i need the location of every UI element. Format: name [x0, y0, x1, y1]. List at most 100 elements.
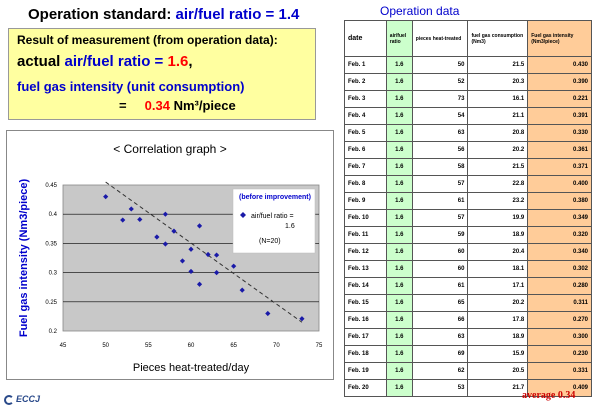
cell-intensity: 0.400: [527, 175, 592, 193]
cell-ratio: 1.6: [385, 294, 413, 312]
cell-date: Feb. 1: [344, 56, 387, 74]
table-row: Feb. 19 1.6 62 20.5 0.331: [344, 362, 592, 380]
cell-ratio: 1.6: [385, 311, 413, 329]
cell-ratio: 1.6: [385, 209, 413, 227]
table-title: Operation data: [380, 4, 460, 18]
cell-intensity: 0.302: [527, 260, 592, 278]
header-pieces: pieces heat-treated: [411, 20, 469, 57]
cell-date: Feb. 11: [344, 226, 387, 244]
y-tick-label: 0.4: [49, 212, 58, 218]
cell-ratio: 1.6: [385, 379, 413, 397]
cell-date: Feb. 20: [344, 379, 387, 397]
cell-pieces: 54: [411, 107, 469, 125]
cell-ratio: 1.6: [385, 226, 413, 244]
legend-entry: air/fuel ratio = 1.6: [251, 213, 295, 230]
table-row: Feb. 7 1.6 58 21.5 0.371: [344, 158, 592, 176]
table-row: Feb. 11 1.6 59 18.9 0.320: [344, 226, 592, 244]
x-tick-label: 65: [230, 343, 237, 349]
operation-standard-value: air/fuel ratio = 1.4: [175, 6, 300, 23]
cell-pieces: 57: [411, 209, 469, 227]
cell-gas: 17.1: [467, 277, 529, 295]
table-row: Feb. 1 1.6 50 21.5 0.430: [344, 56, 592, 74]
header-gas: fuel gas consumption (Nm3): [467, 20, 529, 57]
eccj-logo-text: ECCJ: [16, 394, 41, 404]
cell-date: Feb. 15: [344, 294, 387, 312]
chart-title: < Correlation graph >: [113, 142, 226, 156]
intensity-unit: Nm³/piece: [173, 98, 236, 113]
table-row: Feb. 12 1.6 60 20.4 0.340: [344, 243, 592, 261]
cell-date: Feb. 2: [344, 73, 387, 91]
cell-pieces: 52: [411, 73, 469, 91]
cell-intensity: 0.330: [527, 124, 592, 142]
cell-date: Feb. 19: [344, 362, 387, 380]
table-row: Feb. 17 1.6 63 18.9 0.300: [344, 328, 592, 346]
cell-intensity: 0.391: [527, 107, 592, 125]
cell-gas: 20.5: [467, 362, 529, 380]
cell-date: Feb. 16: [344, 311, 387, 329]
cell-gas: 23.2: [467, 192, 529, 210]
intensity-equals: =: [119, 98, 127, 113]
cell-gas: 17.8: [467, 311, 529, 329]
data-point: [137, 216, 143, 223]
table-row: Feb. 13 1.6 60 18.1 0.302: [344, 260, 592, 278]
cell-date: Feb. 6: [344, 141, 387, 159]
table-header-row: date air/fuel ratio pieces heat-treated …: [344, 20, 592, 57]
x-axis-label: Pieces heat-treated/day: [133, 362, 250, 374]
cell-gas: 22.8: [467, 175, 529, 193]
cell-ratio: 1.6: [385, 107, 413, 125]
table-row: Feb. 6 1.6 56 20.2 0.361: [344, 141, 592, 159]
cell-gas: 15.9: [467, 345, 529, 363]
cell-date: Feb. 13: [344, 260, 387, 278]
operation-standard: Operation standard: air/fuel ratio = 1.4: [28, 6, 299, 23]
table-row: Feb. 5 1.6 63 20.8 0.330: [344, 124, 592, 142]
x-tick-label: 50: [102, 343, 109, 349]
y-tick-label: 0.45: [45, 183, 57, 189]
actual-ratio-line: actual air/fuel ratio = 1.6,: [17, 53, 193, 70]
cell-pieces: 63: [411, 124, 469, 142]
cell-ratio: 1.6: [385, 175, 413, 193]
cell-pieces: 58: [411, 158, 469, 176]
cell-gas: 20.2: [467, 294, 529, 312]
cell-gas: 20.4: [467, 243, 529, 261]
cell-intensity: 0.340: [527, 243, 592, 261]
table-row: Feb. 16 1.6 66 17.8 0.270: [344, 311, 592, 329]
table-row: Feb. 15 1.6 65 20.2 0.311: [344, 294, 592, 312]
data-point: [120, 217, 126, 223]
cell-pieces: 60: [411, 260, 469, 278]
cell-date: Feb. 7: [344, 158, 387, 176]
legend-title: (before improvement): [239, 194, 311, 201]
data-point: [128, 206, 134, 212]
cell-ratio: 1.6: [385, 141, 413, 159]
cell-pieces: 69: [411, 345, 469, 363]
cell-ratio: 1.6: [385, 328, 413, 346]
table-row: Feb. 14 1.6 61 17.1 0.280: [344, 277, 592, 295]
cell-intensity: 0.380: [527, 192, 592, 210]
cell-ratio: 1.6: [385, 56, 413, 74]
cell-ratio: 1.6: [385, 192, 413, 210]
intensity-value: 0.34: [144, 98, 170, 113]
cell-date: Feb. 5: [344, 124, 387, 142]
cell-pieces: 65: [411, 294, 469, 312]
cell-ratio: 1.6: [385, 362, 413, 380]
cell-ratio: 1.6: [385, 277, 413, 295]
correlation-graph-panel: < Correlation graph > 0.2 0.25 0.3 0.35 0.4 0.…: [6, 130, 334, 380]
cell-intensity: 0.390: [527, 73, 592, 91]
cell-intensity: 0.430: [527, 56, 592, 74]
y-tick-label: 0.2: [49, 329, 58, 335]
cell-intensity: 0.311: [527, 294, 592, 312]
cell-gas: 18.9: [467, 226, 529, 244]
legend-marker: [240, 212, 246, 218]
cell-gas: 18.1: [467, 260, 529, 278]
eccj-logo: ECCJ: [4, 394, 40, 405]
cell-gas: 21.5: [467, 56, 529, 74]
table-row: Feb. 8 1.6 57 22.8 0.400: [344, 175, 592, 193]
data-point: [162, 211, 168, 217]
cell-ratio: 1.6: [385, 73, 413, 91]
cell-gas: 21.1: [467, 107, 529, 125]
cell-intensity: 0.331: [527, 362, 592, 380]
intensity-label: fuel gas intensity (unit consumption): [17, 79, 245, 94]
header-intensity: Fuel gas intensity (Nm3/piece): [527, 20, 592, 57]
x-tick-label: 55: [145, 343, 152, 349]
x-tick-label: 75: [316, 343, 323, 349]
actual-suffix: ,: [188, 53, 193, 70]
